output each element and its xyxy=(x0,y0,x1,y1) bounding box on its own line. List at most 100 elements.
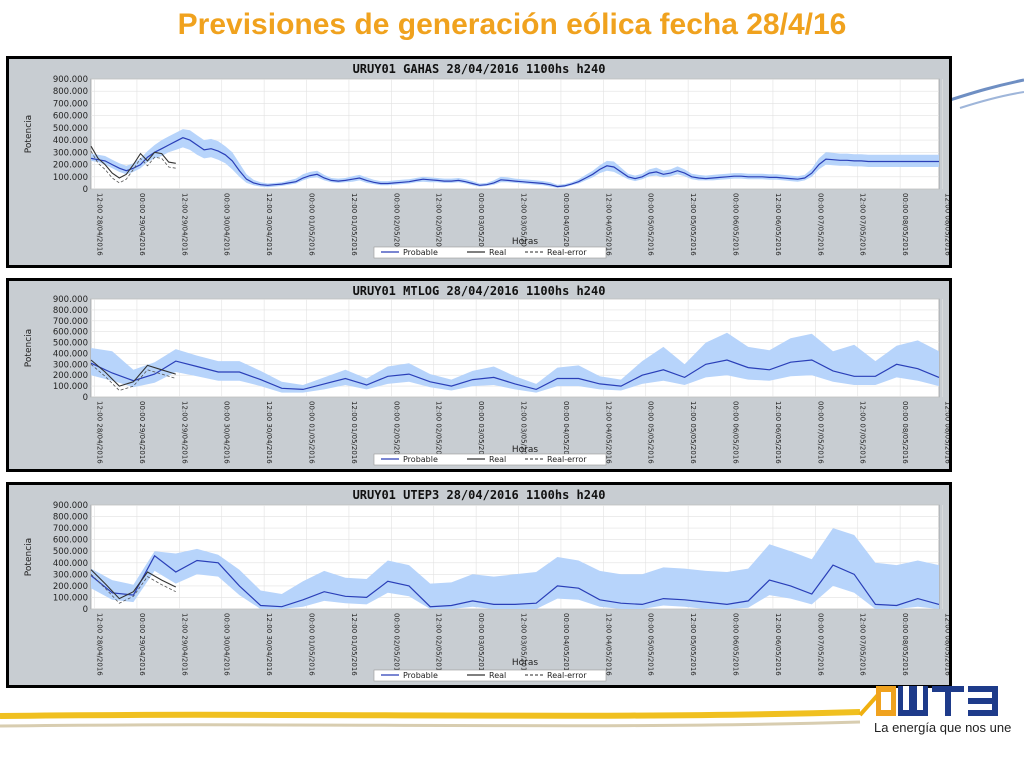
x-tick-label: 12:00 06/05/2016 xyxy=(774,193,782,256)
legend-box xyxy=(373,669,607,682)
ute-logo xyxy=(876,684,1006,718)
y-tick-label: 400.000 xyxy=(53,559,88,569)
series-real-line xyxy=(90,359,176,387)
x-tick-label: 00:00 30/04/2016 xyxy=(223,401,231,464)
chart-mtlog: URUY01 MTLOG 28/04/2016 1100hs h240 0100.… xyxy=(24,284,949,466)
x-tick-label: 00:00 04/05/2016 xyxy=(562,193,570,256)
legend-box xyxy=(373,246,607,259)
y-tick-label: 100.000 xyxy=(53,593,88,603)
series-real-error-line xyxy=(90,574,176,604)
y-tick-label: 600.000 xyxy=(53,536,88,546)
x-tick-label: 12:00 07/05/2016 xyxy=(859,613,867,676)
y-tick-label: 500.000 xyxy=(53,339,88,349)
x-axis-label: Horas xyxy=(512,658,538,668)
x-tick-label: 00:00 04/05/2016 xyxy=(562,401,570,464)
x-tick-label: 12:00 05/05/2016 xyxy=(689,613,697,676)
x-tick-label: 12:00 01/05/2016 xyxy=(350,401,358,464)
y-axis-label: Potencia xyxy=(24,538,34,576)
x-tick-label: 12:00 30/04/2016 xyxy=(265,193,273,256)
chart-legend: Probable Real Real-error xyxy=(373,246,607,259)
legend-label: Probable xyxy=(403,248,438,257)
x-tick-label: 12:00 04/05/2016 xyxy=(604,193,612,256)
x-tick-label: 12:00 30/04/2016 xyxy=(265,613,273,676)
x-tick-label: 12:00 03/05/2016 xyxy=(520,401,528,464)
x-tick-label: 12:00 01/05/2016 xyxy=(350,193,358,256)
chart-gahas: URUY01 GAHAS 28/04/2016 1100hs h240 0 100.… xyxy=(24,62,949,259)
legend-label: Real xyxy=(489,671,506,680)
x-tick-label: 00:00 02/05/2016 xyxy=(392,401,400,464)
legend-label: Real-error xyxy=(547,455,587,464)
y-tick-label: 200.000 xyxy=(53,371,88,381)
y-tick-label: 400.000 xyxy=(53,349,88,359)
x-tick-label: 12:00 08/05/2016 xyxy=(944,613,949,676)
y-tick-label: 100.000 xyxy=(53,173,88,183)
y-tick-label: 600.000 xyxy=(53,112,88,122)
x-axis-label: Horas xyxy=(512,237,538,247)
chart-title: URUY01 GAHAS 28/04/2016 1100hs h240 xyxy=(353,62,606,76)
slide-title: Previsiones de generación eólica fecha 2… xyxy=(177,8,847,41)
y-tick-label: 900.000 xyxy=(53,501,88,511)
x-tick-label: 12:00 28/04/2016 xyxy=(96,401,104,464)
confidence-band xyxy=(91,332,939,393)
y-tick-label: 700.000 xyxy=(53,524,88,534)
x-tick-label: 12:00 03/05/2016 xyxy=(520,613,528,676)
x-tick-label: 00:00 01/05/2016 xyxy=(308,193,316,256)
x-tick-label: 00:00 03/05/2016 xyxy=(477,193,485,256)
x-tick-label: 00:00 08/05/2016 xyxy=(901,401,909,464)
y-tick-label: 300.000 xyxy=(53,570,88,580)
y-axis-label: Potencia xyxy=(24,329,34,367)
x-tick-label: 12:00 29/04/2016 xyxy=(180,613,188,676)
x-tick-label: 00:00 06/05/2016 xyxy=(732,193,740,256)
x-tick-label: 12:00 02/05/2016 xyxy=(435,613,443,676)
x-tick-label: 12:00 04/05/2016 xyxy=(604,401,612,464)
x-tick-label: 00:00 07/05/2016 xyxy=(816,613,824,676)
y-tick-label: 800.000 xyxy=(53,306,88,316)
y-tick-label: 200.000 xyxy=(53,582,88,592)
y-tick-label: 200.000 xyxy=(53,161,88,171)
tagline: La energía que nos une xyxy=(874,720,1012,735)
legend-label: Real-error xyxy=(547,248,587,257)
x-tick-label: 00:00 01/05/2016 xyxy=(308,613,316,676)
chart-utep3: URUY01 UTEP3 28/04/2016 1100hs h240 0 100.… xyxy=(24,488,949,682)
series-probable-line xyxy=(90,137,939,188)
x-tick-label: 12:00 07/05/2016 xyxy=(859,401,867,464)
x-tick-label: 12:00 01/05/2016 xyxy=(350,613,358,676)
chart-legend: Probable Real Real-error xyxy=(373,669,607,682)
x-tick-label: 12:00 05/05/2016 xyxy=(689,401,697,464)
plot-area xyxy=(90,78,940,190)
x-tick-label: 00:00 29/04/2016 xyxy=(138,401,146,464)
x-tick-label: 00:00 30/04/2016 xyxy=(223,193,231,256)
y-tick-label: 800.000 xyxy=(53,87,88,97)
x-tick-label: 12:00 02/05/2016 xyxy=(435,401,443,464)
chart-panel-utep3: URUY01 UTEP3 28/04/2016 1100hs h240 0 100.… xyxy=(6,482,952,688)
x-tick-label: 00:00 02/05/2016 xyxy=(392,613,400,676)
x-axis-label: Horas xyxy=(512,445,538,455)
chart-title: URUY01 UTEP3 28/04/2016 1100hs h240 xyxy=(353,488,606,502)
x-tick-label: 00:00 06/05/2016 xyxy=(732,613,740,676)
legend-label: Real xyxy=(489,455,506,464)
legend-label: Real xyxy=(489,248,506,257)
x-tick-label: 00:00 05/05/2016 xyxy=(647,401,655,464)
legend-label: Real-error xyxy=(547,671,587,680)
x-tick-label: 12:00 05/05/2016 xyxy=(689,193,697,256)
x-tick-label: 00:00 07/05/2016 xyxy=(816,193,824,256)
y-axis-label: Potencia xyxy=(24,115,34,153)
x-tick-label: 12:00 28/04/2016 xyxy=(96,193,104,256)
x-tick-label: 12:00 07/05/2016 xyxy=(859,193,867,256)
y-tick-label: 900.000 xyxy=(53,75,88,85)
x-tick-label: 00:00 01/05/2016 xyxy=(308,401,316,464)
y-tick-label: 500.000 xyxy=(53,124,88,134)
confidence-band xyxy=(91,528,939,609)
x-tick-label: 12:00 02/05/2016 xyxy=(435,193,443,256)
x-tick-label: 00:00 08/05/2016 xyxy=(901,193,909,256)
x-tick-label: 00:00 29/04/2016 xyxy=(138,613,146,676)
chart-legend: Probable Real Real-error xyxy=(373,453,607,466)
y-tick-label: 500.000 xyxy=(53,547,88,557)
series-real-line xyxy=(90,145,176,179)
y-tick-label: 0 xyxy=(83,393,88,403)
y-tick-label: 400.000 xyxy=(53,136,88,146)
chart-panel-gahas: URUY01 GAHAS 28/04/2016 1100hs h240 0 100.… xyxy=(6,56,952,268)
y-tick-label: 300.000 xyxy=(53,148,88,158)
series-real-line xyxy=(90,569,177,600)
y-tick-label: 300.000 xyxy=(53,360,88,370)
